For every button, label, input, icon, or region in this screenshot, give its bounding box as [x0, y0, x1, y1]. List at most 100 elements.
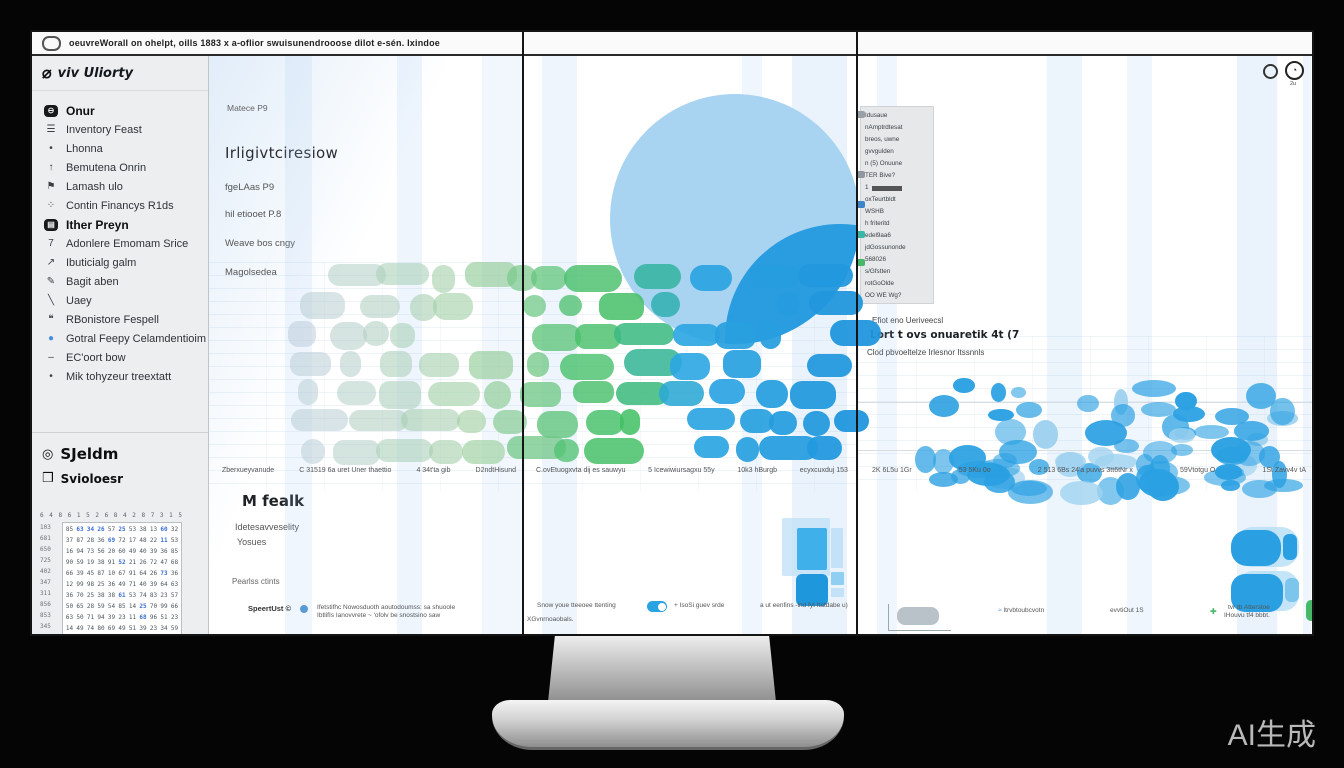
sidebar-item-label: Adonlere Emomam Srice: [66, 237, 189, 250]
legend-row: h friteritd: [865, 220, 890, 227]
section-label: Svioloesr: [60, 471, 124, 486]
legend-chip: [858, 171, 865, 178]
sidebar: ⌀ viv Uliorty ⊖ Onur ☰ Inventory Feast • Lhon…: [32, 56, 209, 634]
pie-chart: [610, 94, 856, 344]
footer-text: Snow youe tteeoee ttenting: [537, 602, 616, 609]
sidebar-item[interactable]: • Lhonna: [32, 139, 208, 158]
dot-icon: •: [49, 143, 53, 154]
sidebar-item[interactable]: ╲ Uaey: [32, 291, 208, 310]
panel-divider: [856, 32, 858, 634]
cluster-bubble: [1231, 574, 1283, 612]
panel1-note: Pearlss ctints: [232, 577, 280, 586]
legend-row: 568026: [865, 256, 887, 263]
sidebar-item-label: Ibuticialg galm: [66, 256, 137, 269]
legend-row: s/Gfstten: [865, 268, 891, 275]
panel-overview: Matece P9 Irligivtciresiow fgeLAas P9 hi…: [208, 56, 522, 634]
address-text: oeuvreWorall on ohelpt, oills 1883 x a-o…: [69, 38, 440, 48]
legend-bar: [871, 185, 902, 191]
toggle-switch[interactable]: [647, 601, 667, 612]
sub-label: Yosues: [237, 537, 267, 547]
mini-grid-header: 6 4 8 6 1 5 2 6 8 4 2 8 7 3 1 5 6 6: [40, 512, 182, 519]
x-tick-label: 2 513 6Bs 24'a puvvs 3tt6tNr x: [1037, 467, 1133, 474]
sidebar-item[interactable]: ↑ Bemutena Onrin: [32, 158, 208, 177]
footer-item[interactable]: ≈ Itrvbtoubcvotn: [998, 607, 1045, 614]
leaf-icon: ✚: [1210, 607, 1217, 616]
pen-icon: ✎: [46, 276, 56, 287]
column-band: [397, 56, 422, 634]
sidebar-item[interactable]: ❝ RBonistore Fespell: [32, 310, 208, 329]
status-circle-icon[interactable]: [1263, 64, 1278, 79]
dots-icon: ⁘: [46, 200, 56, 211]
column-band: [482, 56, 522, 634]
x-tick-label: ecyxcuxduj 153: [799, 467, 848, 474]
treemap-tile: [831, 588, 844, 597]
sidebar-item[interactable]: ✎ Bagit aben: [32, 272, 208, 291]
treemap-tile: [831, 528, 843, 568]
x-tick-label: 10k3 hBurgb: [737, 467, 778, 474]
sidebar-item[interactable]: ⁘ Contin Financys R1ds: [32, 196, 208, 215]
sidebar-item[interactable]: ⚑ Lamash ulo: [32, 177, 208, 196]
x-tick-label: 53 5Ku 0o: [958, 467, 991, 474]
grid-lines: [208, 262, 522, 492]
dot-blue-icon: ●: [47, 333, 55, 344]
sidebar-item[interactable]: 7 Adonlere Emomam Srice: [32, 234, 208, 253]
row-label: Magolsedea: [225, 267, 277, 278]
legend-chip: [858, 259, 865, 266]
legend-chip: [858, 201, 865, 208]
footer-text: a ut eenfins -ind fyt Itatdabe u): [760, 602, 848, 609]
panel1-subtitle: M fealk: [242, 492, 305, 510]
sidebar-item-label: Inventory Feast: [66, 123, 142, 136]
panel3-heading: Lort t ovs onuaretik 4t (7: [870, 329, 1020, 341]
settings-gear-icon[interactable]: ◔: [1285, 61, 1304, 80]
sidebar-item[interactable]: ↗ Ibuticialg galm: [32, 253, 208, 272]
app-logo[interactable]: ⌀ viv Uliorty: [32, 56, 208, 91]
cluster-bubble: [1231, 530, 1281, 566]
circle-minus-icon: ⊖: [44, 104, 58, 117]
column-band: [1127, 56, 1152, 634]
x-tick-label: Zberxueyvanude: [222, 467, 275, 474]
sidebar-item[interactable]: ⊖ Onur: [32, 101, 208, 120]
section-label: SJeldm: [60, 445, 119, 463]
legend-row: WSHB: [865, 208, 884, 215]
sidebar-item[interactable]: – EC'oort bow: [32, 348, 208, 367]
legend-chip: [858, 111, 865, 118]
wave-icon: ≈: [998, 607, 1004, 614]
footer-item: evvtiOut 1S: [1110, 607, 1144, 614]
sidebar-nav: ⊖ Onur ☰ Inventory Feast • Lhonna ↑ Bemutena On…: [32, 91, 208, 386]
sidebar-item-label: Lhonna: [66, 142, 103, 155]
green-tile-button[interactable]: [1306, 600, 1312, 621]
quote-icon: ❝: [48, 314, 54, 325]
browser-address-bar[interactable]: oeuvreWorall on ohelpt, oills 1883 x a-o…: [32, 32, 1312, 56]
footer-text: XGvnrnoaobals.: [527, 616, 574, 623]
legend-row: gvvgulden: [865, 148, 894, 155]
panel1-footer: SpeertUst © Ifetstifhc Nowosduoth aoutod…: [248, 604, 455, 620]
sidebar-section-1[interactable]: ◎ SJeldm: [32, 441, 208, 467]
panel1-kicker: Matece P9: [227, 103, 268, 113]
sidebar-section-2[interactable]: ❒ Svioloesr: [32, 467, 208, 490]
monitor-screen: oeuvreWorall on ohelpt, oills 1883 x a-o…: [30, 30, 1314, 636]
sidebar-item-label: Lamash ulo: [66, 180, 123, 193]
sub-label: Idetesavveselity: [235, 522, 300, 532]
column-band: [1303, 56, 1311, 634]
footer-text[interactable]: + IsoSi guev srde: [674, 602, 725, 609]
mini-data-grid[interactable]: 6 4 8 6 1 5 2 6 8 4 2 8 7 3 1 5 6 6 1036…: [40, 512, 182, 634]
column-band: [542, 56, 577, 634]
row-label: hil etiooet P.8: [225, 209, 282, 220]
x-tick-label: D2ndtHisund: [475, 467, 516, 474]
sidebar-item-label: Bagit aben: [66, 275, 119, 288]
arrow-up-icon: ↑: [48, 162, 54, 173]
x-tick-label: 4 34t'ta gib: [416, 467, 451, 474]
legend-card[interactable]: Idusaue nAmptrdtesat breos, uwne gvvgulden n…: [858, 106, 934, 304]
sidebar-item-label: RBonistore Fespell: [66, 313, 159, 326]
sidebar-item[interactable]: ☰ Inventory Feast: [32, 120, 208, 139]
legend-row: nAmptrdtesat: [865, 124, 903, 131]
legend-row: jdGossunonde: [865, 244, 906, 251]
sidebar-item[interactable]: • Mik tohyzeur treextatt: [32, 367, 208, 386]
axis-line: [858, 450, 1312, 451]
ai-watermark: AI生成: [1227, 719, 1316, 752]
sidebar-item[interactable]: ● Gotral Feepy Celamdentioim: [32, 329, 208, 348]
info-icon[interactable]: [300, 605, 309, 613]
dot-icon: •: [49, 371, 53, 382]
sidebar-item[interactable]: ▤ Ither Preyn: [32, 215, 208, 234]
